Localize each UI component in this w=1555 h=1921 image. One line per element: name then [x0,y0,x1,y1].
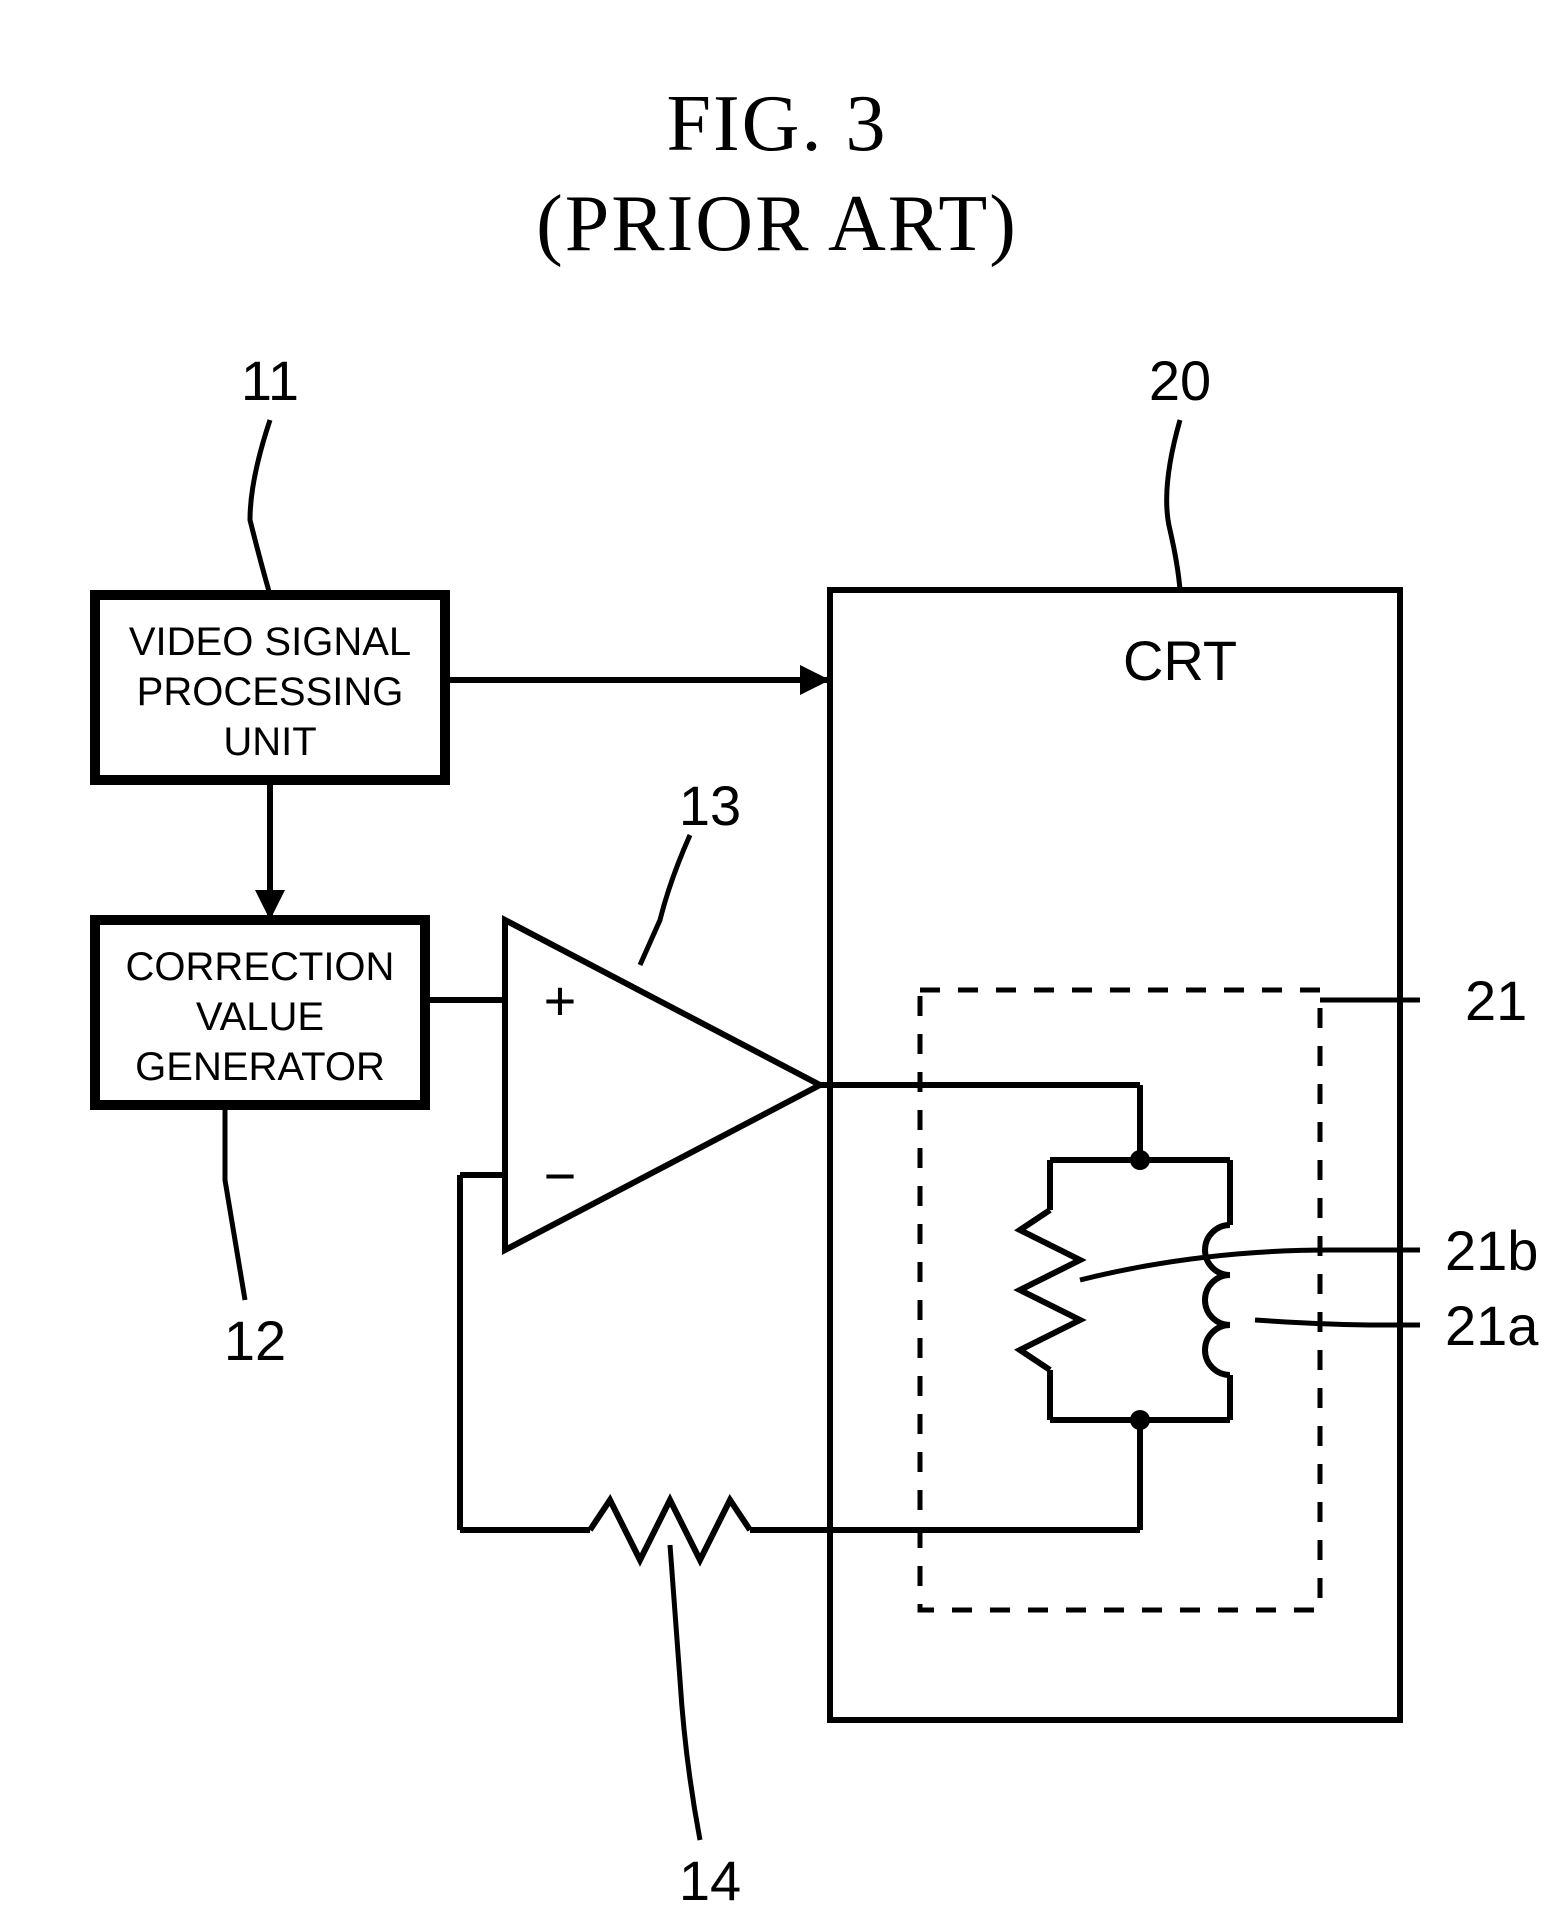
leader-12 [225,1105,245,1300]
label-12: 12 [224,1309,286,1372]
label-14: 14 [679,1849,741,1912]
arrowhead-to-crt [800,665,830,695]
crt-label: CRT [1123,629,1237,692]
leader-21a [1255,1320,1420,1325]
diagram-svg: FIG. 3 (PRIOR ART) CRT VIDEO SIGNAL PROC… [0,0,1555,1921]
label-11: 11 [241,349,299,412]
video-signal-line3: UNIT [223,720,316,764]
video-signal-line1: VIDEO SIGNAL [129,620,411,664]
label-13: 13 [679,774,741,837]
resistor-21b [1020,1210,1080,1370]
leader-11 [250,420,270,595]
label-21a: 21a [1445,1294,1539,1357]
inductor-21a [1205,1225,1230,1375]
label-21b: 21b [1445,1219,1538,1282]
leader-20 [1167,420,1180,590]
correction-line2: VALUE [196,995,324,1039]
leader-21b [1080,1250,1420,1280]
label-20: 20 [1149,349,1211,412]
video-signal-line2: PROCESSING [137,670,404,714]
label-21: 21 [1465,969,1527,1032]
crt-block [830,590,1400,1720]
opamp-minus: − [544,1144,577,1207]
correction-line3: GENERATOR [135,1045,385,1089]
figure-page: { "figure": { "title_line1": "FIG. 3", "… [0,0,1555,1921]
leader-14 [670,1545,700,1840]
leader-13 [640,835,690,965]
figure-title-line1: FIG. 3 [667,80,888,168]
figure-title-line2: (PRIOR ART) [536,180,1018,268]
correction-line1: CORRECTION [126,945,395,989]
opamp-plus: + [544,969,577,1032]
